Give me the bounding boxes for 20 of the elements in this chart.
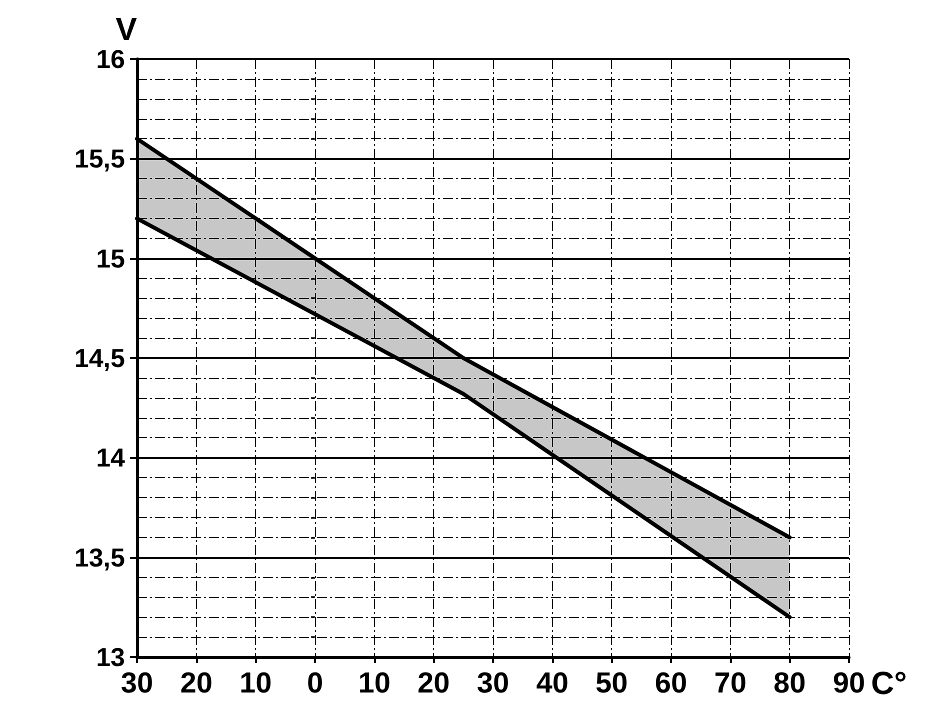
- x-tick-label: 60: [654, 668, 688, 700]
- x-axis-title: C°: [871, 665, 907, 701]
- x-tick-label: 50: [596, 668, 628, 700]
- x-tick-label: 10: [358, 668, 390, 700]
- x-tick-label: 0: [306, 668, 324, 700]
- x-tick-label: 80: [774, 668, 806, 700]
- x-tick-label: 30: [476, 668, 510, 700]
- y-axis-title: V: [116, 11, 138, 47]
- y-tick-label: 13,5: [74, 542, 125, 572]
- x-tick-label: 10: [240, 668, 272, 700]
- x-tick-label: 20: [418, 668, 450, 700]
- x-tick-label: 70: [714, 668, 746, 700]
- y-tick-label: 15,5: [74, 144, 125, 174]
- x-tick-label: 90: [832, 668, 866, 700]
- x-tick-label: 20: [180, 668, 212, 700]
- y-tick-label: 14,5: [74, 343, 125, 373]
- y-tick-label: 15: [96, 243, 125, 274]
- x-tick-label: 40: [536, 668, 568, 700]
- y-tick-label: 14: [96, 442, 126, 473]
- y-tick-label: 16: [96, 44, 125, 74]
